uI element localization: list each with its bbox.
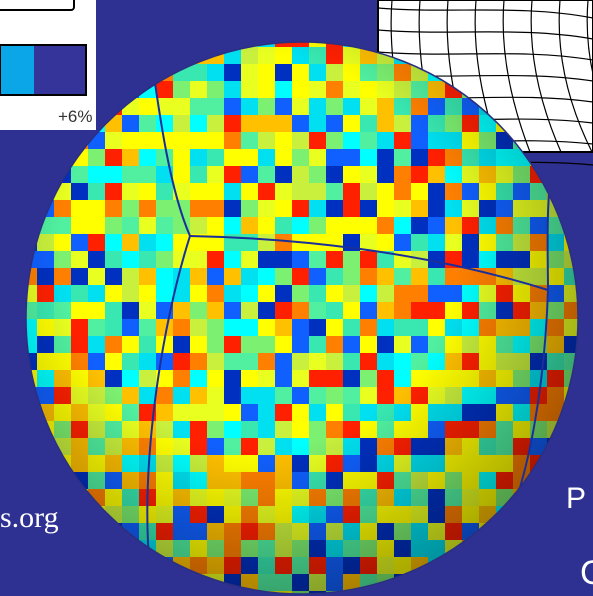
right-text: C — [580, 554, 593, 592]
right-text: P — [566, 482, 586, 515]
colorbar-label: +6% — [58, 107, 93, 126]
colorbar-cell — [0, 45, 34, 95]
page: +6% s.org P C (() => { const data = JSON… — [0, 0, 593, 596]
slide: +6% s.org P C — [0, 0, 593, 596]
sphere-shade — [26, 42, 578, 594]
legend-box — [0, 0, 74, 10]
colorbar-cell — [34, 45, 86, 95]
footer-url: s.org — [0, 501, 59, 534]
